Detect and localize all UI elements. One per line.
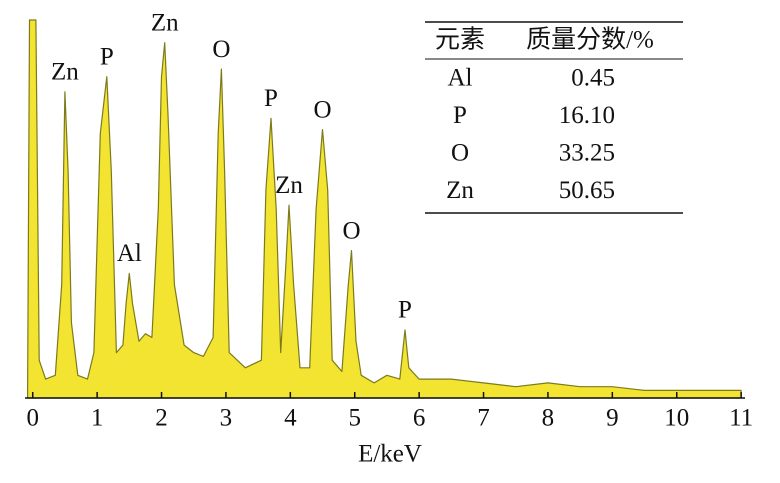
peak-label: P bbox=[264, 85, 278, 112]
x-tick-label: 6 bbox=[413, 405, 426, 432]
x-tick-label: 3 bbox=[220, 405, 233, 432]
x-tick-label: 11 bbox=[729, 405, 753, 432]
peak-label: P bbox=[100, 43, 114, 70]
x-axis-label: E/keV bbox=[358, 441, 422, 468]
table-cell: O bbox=[451, 140, 469, 167]
peak-label: O bbox=[314, 96, 332, 123]
table-header: 元素 bbox=[435, 26, 485, 54]
table-cell: 50.65 bbox=[559, 177, 615, 204]
peak-label: O bbox=[212, 36, 230, 63]
x-tick-label: 2 bbox=[155, 405, 168, 432]
peak-label: P bbox=[398, 297, 412, 324]
table-cell: 16.10 bbox=[559, 102, 615, 129]
peak-label: Zn bbox=[151, 9, 179, 36]
table-cell: 33.25 bbox=[559, 140, 615, 167]
table-cell: P bbox=[453, 102, 467, 129]
spectrum-area bbox=[27, 19, 742, 399]
table-cell: Zn bbox=[446, 177, 474, 204]
peak-label: Al bbox=[117, 240, 142, 267]
x-tick-label: 9 bbox=[606, 405, 619, 432]
x-tick-label: 4 bbox=[284, 405, 297, 432]
x-tick-label: 7 bbox=[477, 405, 490, 432]
x-tick-label: 0 bbox=[26, 405, 39, 432]
x-tick-label: 8 bbox=[542, 405, 555, 432]
table-cell: 0.45 bbox=[571, 65, 615, 92]
peak-label: O bbox=[342, 217, 360, 244]
x-tick-label: 10 bbox=[664, 405, 689, 432]
peak-label: Zn bbox=[275, 172, 303, 199]
table-cell: Al bbox=[448, 65, 473, 92]
peak-label: Zn bbox=[51, 59, 79, 86]
x-tick-label: 1 bbox=[91, 405, 104, 432]
table-header: 质量分数/% bbox=[526, 26, 654, 54]
x-tick-label: 5 bbox=[348, 405, 361, 432]
